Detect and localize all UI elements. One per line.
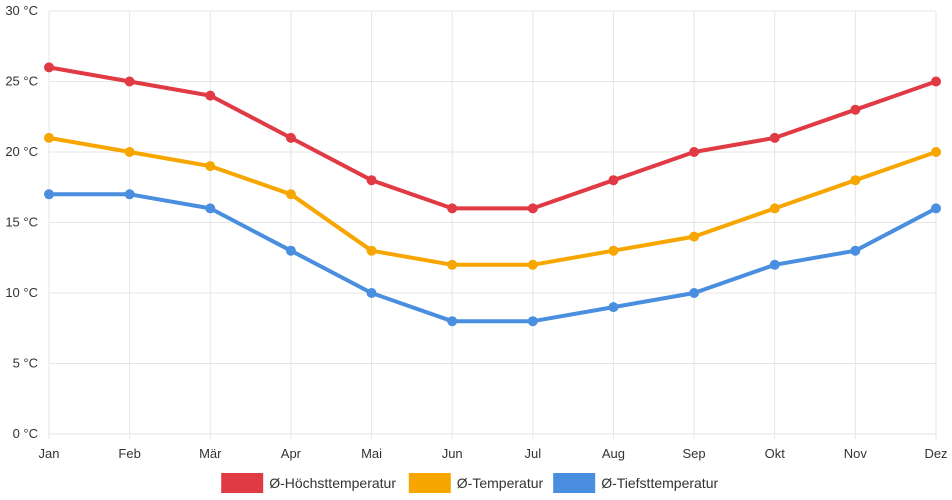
series-line [47,135,938,267]
data-point [527,203,538,214]
data-point [366,245,377,256]
data-point [527,316,538,327]
legend-item[interactable]: Ø-Höchsttemperatur [221,473,396,493]
grid [48,10,937,439]
data-point [931,147,941,157]
data-point [608,245,619,256]
x-tick-label: Sep [683,446,706,461]
legend-label: Ø-Tiefsttemperatur [601,475,718,491]
x-tick-label: Dez [924,446,947,461]
data-point [850,104,861,115]
y-tick-label: 15 °C [5,215,38,230]
y-tick-label: 0 °C [13,426,38,441]
data-point [205,90,216,101]
data-point [608,302,619,313]
x-tick-label: Feb [118,446,140,461]
x-tick-label: Mai [361,446,382,461]
data-point [366,288,377,298]
x-tick-label: Aug [602,446,625,461]
data-point [205,203,216,214]
legend-label: Ø-Temperatur [457,475,544,491]
series-2 [44,189,941,327]
data-point [447,316,458,327]
data-point [447,259,458,270]
data-point [769,203,780,214]
data-point [850,245,861,256]
data-point [124,189,135,200]
y-tick-label: 5 °C [13,356,38,371]
series-line [47,65,938,211]
data-point [769,132,780,143]
y-tick-label: 20 °C [5,144,38,159]
data-point [689,288,700,298]
data-point [447,203,458,214]
data-point [205,161,216,172]
legend: Ø-Höchsttemperatur Ø-Temperatur Ø-Tiefstte… [221,473,718,493]
legend-swatch [408,473,451,493]
data-point [44,189,54,200]
legend-swatch [553,473,596,493]
data-point [124,147,135,157]
series-1 [44,132,941,270]
y-tick-label: 25 °C [5,74,38,89]
series-line [47,192,938,324]
x-tick-label: Mär [199,446,222,461]
data-point [124,76,135,87]
legend-item[interactable]: Ø-Temperatur [408,473,544,493]
data-point [366,175,377,186]
series [44,62,941,327]
x-tick-label: Jan [39,446,60,461]
data-point [527,259,538,270]
data-point [689,147,700,157]
legend-swatch [221,473,264,493]
axes: 0 °C 5 °C 10 °C 15 °C 20 °C 25 °C 30 °C Jan Feb M… [5,3,947,461]
data-point [285,132,296,143]
y-tick-label: 10 °C [5,285,38,300]
data-point [850,175,861,186]
series-0 [44,62,941,214]
data-point [689,231,700,242]
y-tick-label: 30 °C [5,3,38,18]
data-point [931,76,941,87]
legend-item[interactable]: Ø-Tiefsttemperatur [553,473,718,493]
data-point [285,245,296,256]
legend-label: Ø-Höchsttemperatur [269,475,396,491]
data-point [44,132,54,143]
data-point [769,259,780,270]
data-point [285,189,296,200]
data-point [931,203,941,214]
x-tick-label: Jul [525,446,542,461]
data-point [44,62,54,73]
x-tick-label: Okt [765,446,786,461]
x-tick-label: Nov [844,446,868,461]
x-tick-label: Jun [442,446,463,461]
data-point [608,175,619,186]
x-tick-label: Apr [281,446,302,461]
